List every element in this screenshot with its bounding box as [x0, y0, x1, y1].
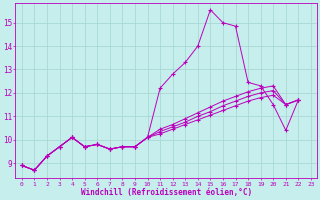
X-axis label: Windchill (Refroidissement éolien,°C): Windchill (Refroidissement éolien,°C) — [81, 188, 252, 197]
